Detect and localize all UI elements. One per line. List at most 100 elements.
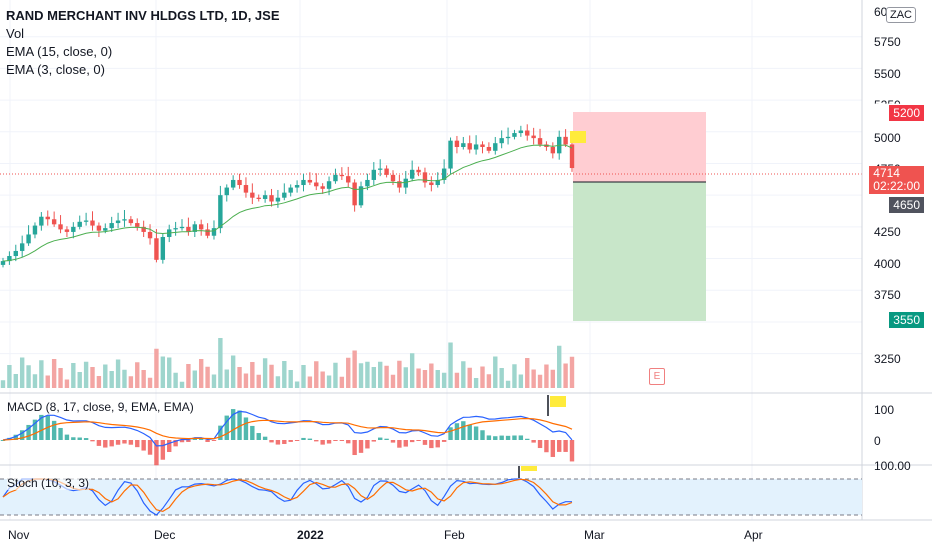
macd-histogram-bar bbox=[563, 440, 568, 452]
volume-bar bbox=[45, 375, 50, 388]
earnings-badge[interactable]: E bbox=[649, 368, 665, 385]
macd-histogram-bar bbox=[109, 440, 114, 447]
macd-histogram-bar bbox=[294, 440, 300, 441]
macd-histogram-bar bbox=[480, 430, 485, 440]
price-tick: 4250 bbox=[874, 225, 901, 239]
candle-body bbox=[128, 219, 134, 224]
volume-bar bbox=[0, 380, 6, 388]
volume-bar bbox=[77, 372, 82, 388]
volume-bar bbox=[262, 358, 268, 388]
volume-bar bbox=[499, 368, 504, 388]
candle-body bbox=[160, 237, 166, 260]
stop-loss-zone[interactable] bbox=[573, 112, 706, 182]
candle-body bbox=[109, 223, 114, 229]
volume-bar bbox=[154, 348, 159, 388]
macd-histogram-bar bbox=[192, 438, 197, 440]
macd-histogram-bar bbox=[122, 440, 127, 444]
price-candles bbox=[0, 124, 575, 268]
volume-bar bbox=[525, 358, 530, 388]
volume-bar bbox=[352, 350, 357, 388]
macd-histogram-bar bbox=[256, 433, 261, 440]
volume-bar bbox=[422, 370, 428, 388]
macd-histogram-bar bbox=[441, 440, 447, 442]
macd-histogram-bar bbox=[314, 440, 319, 442]
macd-histogram-bar bbox=[301, 437, 306, 440]
candle-body bbox=[275, 197, 281, 202]
candle-body bbox=[326, 181, 332, 189]
candle-body bbox=[416, 169, 421, 173]
macd-histogram-bar bbox=[333, 440, 338, 441]
candle-body bbox=[365, 179, 370, 187]
candle-body bbox=[531, 135, 536, 139]
candle-body bbox=[467, 143, 472, 150]
time-label: Dec bbox=[154, 528, 175, 542]
volume-bar bbox=[109, 371, 114, 388]
volume-bar bbox=[557, 345, 562, 388]
candle-body bbox=[569, 144, 575, 169]
candle-body bbox=[7, 256, 12, 262]
candle-body bbox=[346, 176, 351, 183]
price-axis[interactable]: 60 5750 5500 5250 5000 4750 4250 4000 37… bbox=[874, 5, 911, 473]
candle-body bbox=[103, 228, 108, 231]
candle-body bbox=[122, 219, 127, 221]
macd-histogram-bar bbox=[307, 438, 313, 440]
macd-histogram-bar bbox=[243, 417, 249, 440]
note-marker-stoch[interactable] bbox=[521, 466, 537, 471]
volume-bar bbox=[250, 362, 255, 388]
stoch-d-line bbox=[2, 478, 573, 513]
volume-bar bbox=[512, 364, 517, 388]
macd-histogram-bar bbox=[154, 440, 159, 466]
note-marker-macd[interactable] bbox=[550, 396, 566, 407]
volume-bar bbox=[160, 356, 166, 388]
macd-histogram-bar bbox=[0, 440, 6, 441]
symbol-title[interactable]: RAND MERCHANT INV HLDGS LTD, 1D, JSE bbox=[6, 8, 280, 23]
candle-body bbox=[518, 130, 524, 134]
candle-body bbox=[230, 179, 236, 188]
candle-body bbox=[512, 133, 517, 137]
volume-bar bbox=[218, 338, 223, 388]
macd-legend[interactable]: MACD (8, 17, close, 9, EMA, EMA) bbox=[7, 400, 194, 414]
candle-body bbox=[448, 140, 453, 169]
ema-3-label[interactable]: EMA (3, close, 0) bbox=[6, 62, 105, 77]
time-label: Nov bbox=[8, 528, 29, 542]
macd-histogram-bar bbox=[422, 440, 428, 445]
chart-legend: RAND MERCHANT INV HLDGS LTD, 1D, JSE Vol… bbox=[6, 7, 280, 79]
take-profit-zone[interactable] bbox=[573, 182, 706, 321]
time-label: 2022 bbox=[297, 528, 324, 542]
volume-bar bbox=[384, 365, 389, 388]
volume-bar bbox=[378, 361, 383, 388]
candle-body bbox=[307, 179, 313, 183]
macd-histogram-bar bbox=[173, 440, 178, 447]
candle-body bbox=[135, 223, 140, 227]
ema-15-label[interactable]: EMA (15, close, 0) bbox=[6, 44, 113, 59]
volume-bar bbox=[544, 364, 549, 388]
macd-histogram-bar bbox=[160, 440, 166, 460]
candle-body bbox=[409, 169, 415, 179]
price-tick: 4000 bbox=[874, 257, 901, 271]
macd-histogram-bar bbox=[486, 435, 492, 440]
ema-15-line bbox=[2, 144, 573, 262]
macd-histogram-bar bbox=[390, 440, 396, 443]
candle-body bbox=[378, 168, 383, 170]
macd-histogram-bar bbox=[135, 440, 140, 448]
time-axis[interactable]: Nov Dec 2022 Feb Mar Apr bbox=[8, 528, 763, 542]
vol-label[interactable]: Vol bbox=[6, 26, 25, 41]
stoch-legend[interactable]: Stoch (10, 3, 3) bbox=[7, 476, 90, 490]
candle-body bbox=[243, 185, 249, 193]
volume-bar bbox=[71, 363, 76, 388]
volume-bars bbox=[0, 338, 575, 388]
macd-histogram-bar bbox=[83, 438, 89, 440]
price-tick: 5000 bbox=[874, 131, 901, 145]
candle-body bbox=[179, 226, 185, 229]
volume-bar bbox=[147, 377, 153, 388]
currency-button[interactable]: ZAC bbox=[886, 7, 916, 23]
macd-histogram-bar bbox=[13, 434, 18, 440]
macd-histogram-bar bbox=[269, 440, 274, 443]
note-marker-price[interactable] bbox=[570, 131, 586, 143]
macd-histogram-bar bbox=[365, 440, 370, 449]
volume-bar bbox=[403, 367, 408, 388]
macd-histogram-bar bbox=[346, 440, 351, 444]
candle-body bbox=[256, 197, 261, 199]
macd-histogram-bar bbox=[128, 440, 134, 445]
